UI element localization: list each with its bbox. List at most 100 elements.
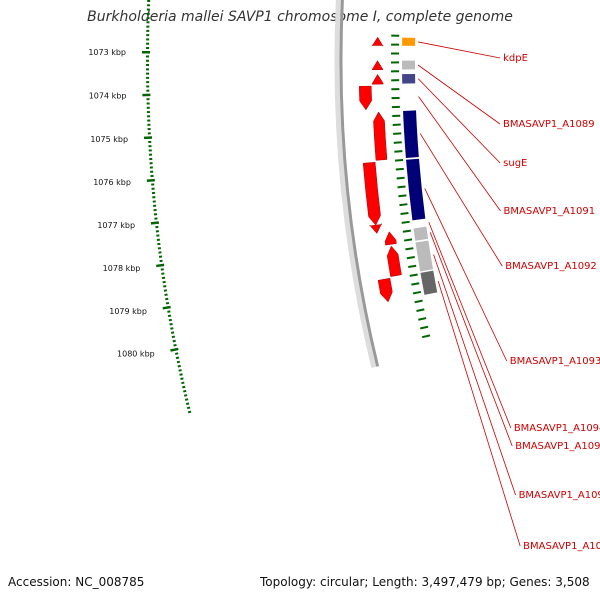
ruler-dot [167, 314, 172, 318]
gene-leader-line [417, 78, 501, 164]
ruler-dot [177, 364, 181, 368]
ruler-dot [179, 373, 183, 376]
gene-cds-forward[interactable] [369, 222, 382, 234]
gene-cds-reverse[interactable] [371, 36, 384, 48]
ruler-dot [180, 377, 184, 381]
inner-ruler-tick [395, 167, 404, 171]
kbp-tick [156, 263, 165, 268]
inner-ruler-tick [394, 150, 403, 153]
gene-cog-band [403, 110, 419, 158]
ruler-dot [185, 402, 190, 406]
gene-label[interactable]: BMASAVP1_A1093 [510, 356, 600, 367]
inner-ruler-tick [418, 317, 427, 321]
ruler-dot [176, 360, 181, 364]
gene-cds-reverse[interactable] [384, 231, 397, 246]
inner-ruler-tick [406, 255, 415, 260]
inner-ruler-tick [408, 264, 417, 269]
kbp-tick [170, 347, 179, 352]
gene-cds-reverse[interactable] [371, 60, 384, 70]
inner-ruler-tick [401, 220, 410, 224]
gene-leader-line [417, 64, 501, 125]
ruler-dot [170, 331, 175, 334]
map-title: Burkholderia mallei SAVP1 chromosome I, … [87, 9, 513, 25]
gene-label[interactable]: sugE [503, 158, 527, 169]
inner-ruler-tick [397, 185, 406, 189]
inner-ruler-tick [396, 176, 405, 180]
ruler-dot [186, 406, 191, 410]
gene-leader-line [418, 96, 501, 212]
gene-leader-line [433, 254, 516, 496]
inner-ruler-tick [416, 308, 425, 312]
kbp-tick-label: 1077 kbp [97, 221, 135, 230]
ruler-dot [187, 410, 192, 414]
gene-label[interactable]: BMASAVP1_A1089 [503, 119, 595, 130]
gene-leader-line [419, 133, 503, 267]
ruler-dot [175, 352, 179, 355]
gene-leader-line [428, 222, 512, 429]
kbp-tick-label: 1078 kbp [103, 264, 141, 273]
inner-ruler-tick [421, 334, 431, 339]
inner-ruler-tick [403, 238, 413, 242]
kbp-tick-label: 1079 kbp [109, 307, 147, 316]
kbp-tick [150, 221, 160, 225]
inner-ruler-tick [409, 273, 418, 277]
backbone-shadow [334, 0, 377, 368]
gene-label[interactable]: BMASAVP1_A1092 [505, 261, 597, 272]
gene-cds-forward[interactable] [359, 85, 372, 111]
gene-cds-reverse[interactable] [371, 73, 384, 85]
topology-text: Topology: circular; Length: 3,497,479 bp… [260, 575, 590, 589]
ruler-dot [183, 394, 188, 397]
kbp-tick-label: 1074 kbp [89, 91, 127, 100]
kbp-tick-label: 1076 kbp [93, 178, 131, 187]
inner-ruler-tick [405, 247, 414, 251]
inner-ruler-tick [419, 325, 429, 330]
inner-ruler-tick [400, 212, 409, 215]
ruler-dot [183, 389, 187, 393]
gene-cds-forward[interactable] [377, 277, 393, 303]
ruler-dot [168, 318, 172, 322]
ruler-dot [170, 327, 174, 330]
ruler-dot [167, 310, 171, 313]
ruler-dot [184, 398, 189, 401]
gene-cog-band [402, 37, 416, 46]
ruler-dot [175, 356, 180, 360]
gene-cog-band [415, 240, 434, 272]
inner-ruler-tick [394, 159, 404, 162]
gene-cog-band [420, 270, 438, 295]
gene-cog-band [402, 73, 416, 84]
inner-ruler-tick [411, 282, 420, 286]
gene-cog-band [406, 158, 426, 221]
inner-ruler-tick [393, 141, 402, 144]
ruler-dot [169, 322, 173, 326]
gene-label[interactable]: BMASAVP1_A1091 [504, 206, 596, 217]
gene-label[interactable]: BMASAVP1_A1095 [515, 441, 600, 452]
inner-ruler-tick [398, 194, 407, 198]
ruler-dot [182, 385, 186, 389]
kbp-tick [146, 178, 155, 182]
gene-cog-band [402, 60, 416, 70]
gene-cog-band [413, 226, 429, 241]
gene-leader-line [418, 41, 501, 59]
inner-ruler-tick [412, 290, 422, 295]
gene-cds-reverse[interactable] [373, 111, 388, 161]
ruler-dot [181, 381, 185, 385]
ruler-dot [173, 343, 177, 347]
gene-cds-reverse[interactable] [386, 245, 402, 277]
gene-cds-forward[interactable] [362, 161, 381, 226]
ruler-dot [178, 369, 182, 372]
kbp-tick [162, 305, 171, 310]
inner-ruler-tick [414, 299, 423, 304]
gene-label[interactable]: BMASAVP1_A1097 [523, 541, 600, 552]
inner-ruler-tick [402, 229, 411, 233]
gene-leader-line [429, 232, 513, 447]
gene-leader-line [424, 188, 508, 362]
kbp-tick-label: 1075 kbp [90, 135, 128, 144]
inner-ruler-tick [399, 203, 408, 207]
gene-label[interactable]: BMASAVP1_A1094 [514, 423, 600, 434]
accession-text: Accession: NC_008785 [8, 575, 145, 589]
gene-label[interactable]: kdpE [503, 53, 528, 64]
gene-label[interactable]: BMASAVP1_A1096 [519, 490, 600, 501]
kbp-tick-label: 1073 kbp [88, 48, 126, 57]
